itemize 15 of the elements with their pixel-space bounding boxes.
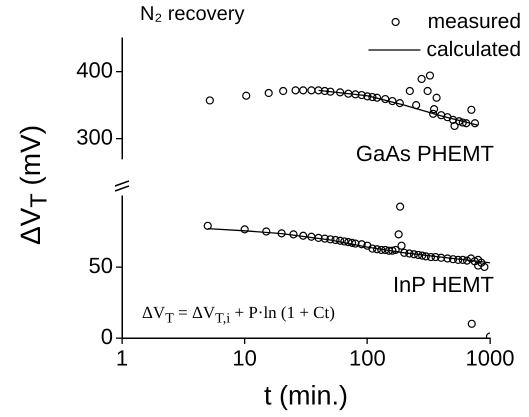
legend-label: measured xyxy=(428,10,522,33)
chart-title: N₂ recovery xyxy=(140,3,244,25)
x-tick-label: 10 xyxy=(232,345,257,370)
x-tick-label: 1000 xyxy=(466,345,514,370)
x-tick-label: 1 xyxy=(116,345,128,370)
legend-label: calculated xyxy=(426,38,521,61)
annotation: ΔV$_{T}$ = ΔV$_{T,i}$ + P·ln (1 + Ct) xyxy=(142,303,335,326)
x-axis-title: t (min.) xyxy=(264,380,348,410)
y-tick-label: 300 xyxy=(76,124,113,150)
y-tick-label: 0 xyxy=(100,324,113,350)
y-tick-label: 400 xyxy=(76,58,113,83)
annotation: GaAs PHEMT xyxy=(356,140,494,166)
x-tick-label: 100 xyxy=(348,345,386,370)
annotation: InP HEMT xyxy=(392,272,494,297)
y-tick-label: 50 xyxy=(88,253,113,278)
